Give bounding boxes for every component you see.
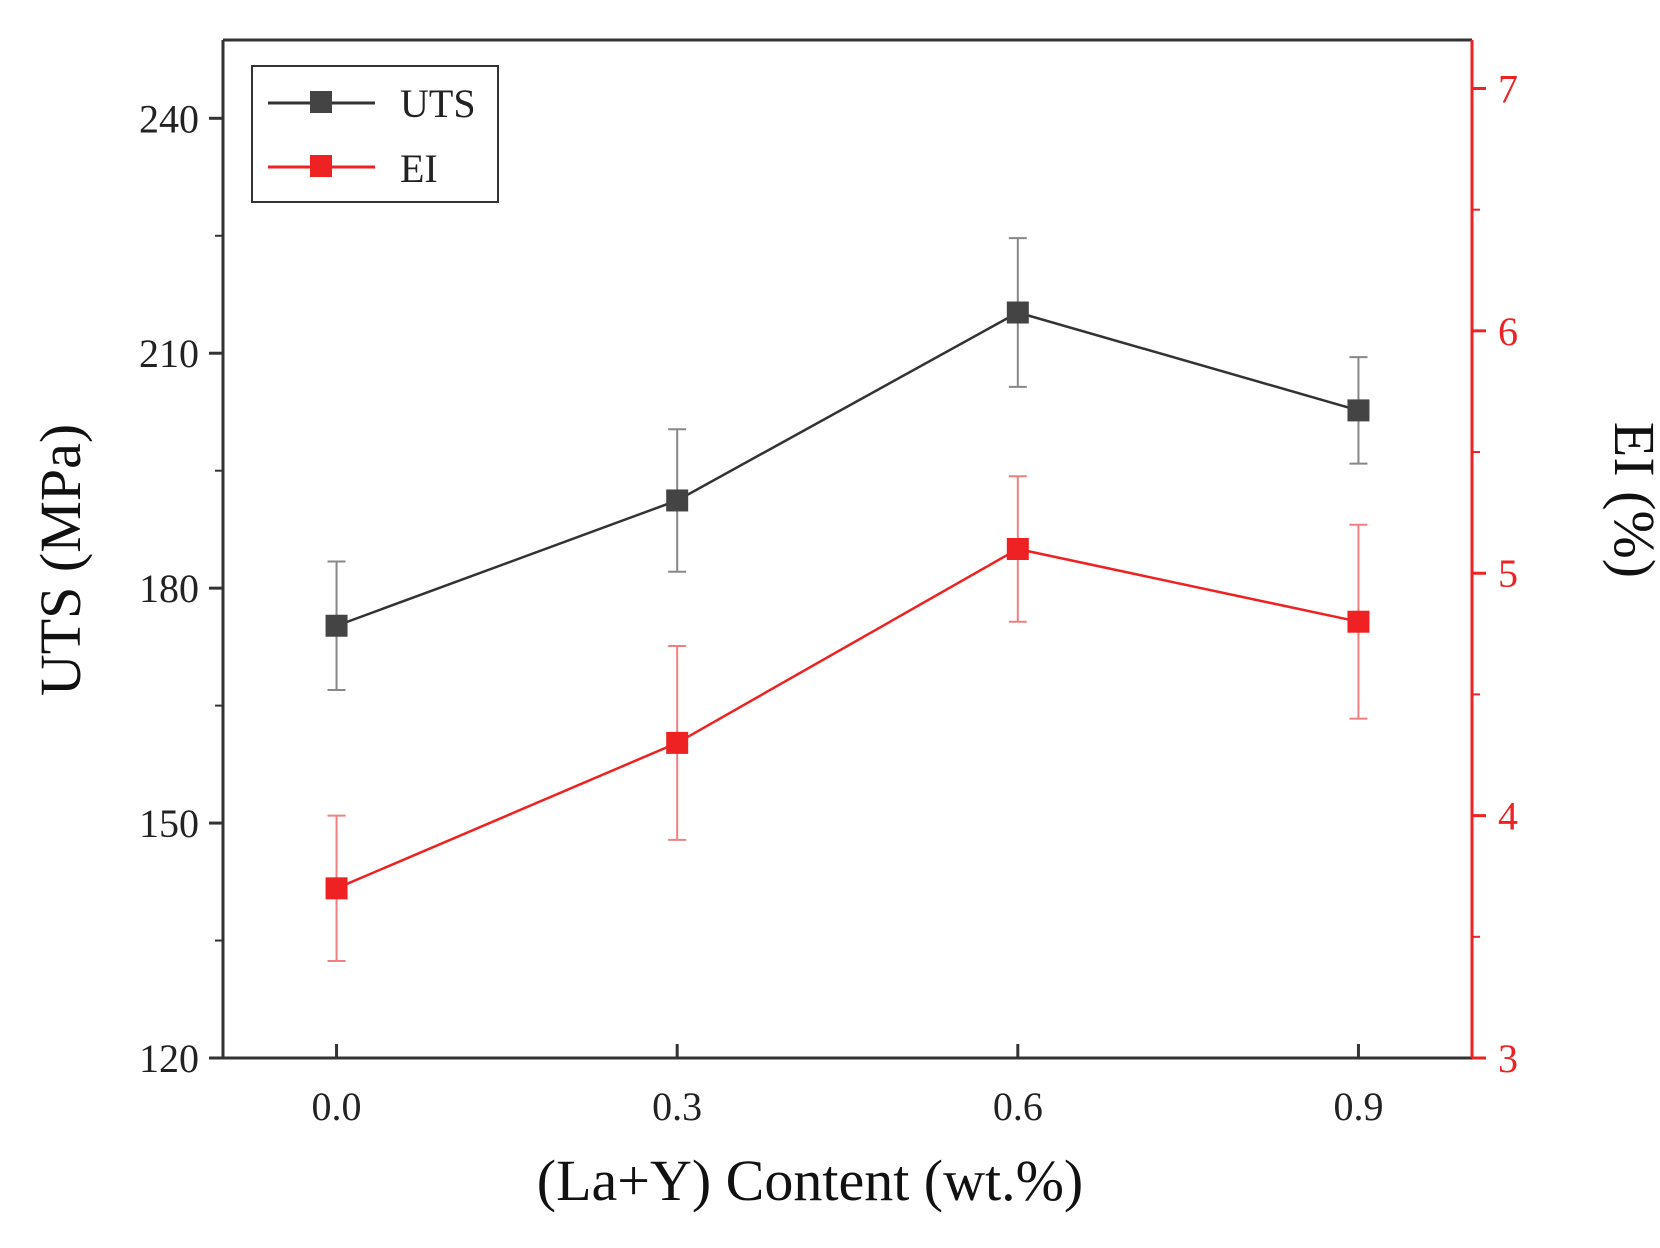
y2-axis-title: EI (%) [1602, 422, 1660, 578]
uts-data-point [1006, 301, 1029, 324]
y-axis-title: UTS (MPa) [28, 424, 93, 696]
y-tick-label: 240 [139, 96, 199, 141]
ei-series-line [336, 547, 1359, 890]
y2-tick-label: 4 [1498, 794, 1518, 839]
y-tick-label: 180 [139, 566, 199, 611]
uts-data-point [666, 489, 689, 512]
legend-box [251, 65, 499, 203]
ei-data-point [1347, 610, 1370, 633]
ei-data-point [1006, 538, 1029, 560]
y2-tick-label: 5 [1498, 551, 1518, 596]
legend-ei-label: EI [400, 146, 438, 191]
y2-tick-label: 6 [1498, 309, 1518, 354]
legend-ei-marker [310, 155, 332, 177]
ei-data-point [325, 877, 348, 900]
uts-series-line [336, 311, 1359, 627]
y2-tick-label: 3 [1498, 1036, 1518, 1081]
uts-data-point [325, 614, 348, 637]
ei-data-point [666, 731, 689, 754]
y-tick-label: 150 [139, 801, 199, 846]
x-tick-label: 0.6 [993, 1084, 1043, 1129]
y-tick-label: 210 [139, 331, 199, 376]
y2-tick-label: 7 [1498, 66, 1518, 111]
uts-data-point [1347, 399, 1370, 422]
legend: UTS EI [251, 65, 499, 203]
legend-uts-label: UTS [400, 81, 476, 126]
x-tick-label: 0.0 [312, 1084, 362, 1129]
x-tick-label: 0.3 [652, 1084, 702, 1129]
y-tick-label: 120 [139, 1036, 199, 1081]
x-axis-title: (La+Y) Content (wt.%) [537, 1148, 1084, 1213]
legend-uts-marker [310, 91, 332, 113]
x-tick-label: 0.9 [1333, 1084, 1383, 1129]
